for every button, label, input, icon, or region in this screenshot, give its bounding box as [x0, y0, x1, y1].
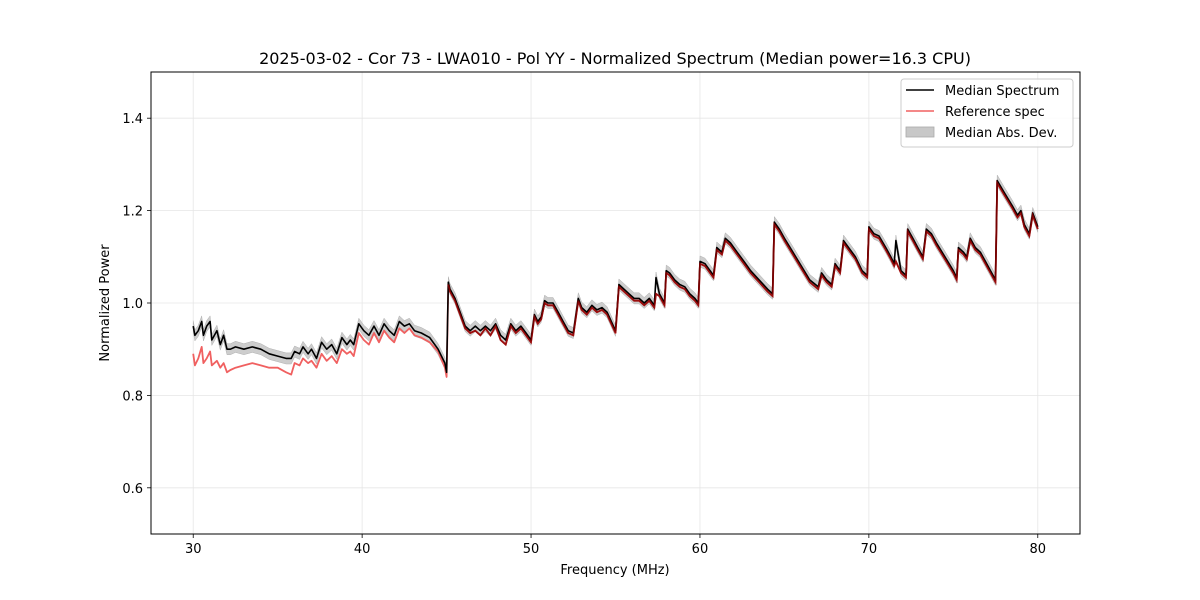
legend-label-median: Median Spectrum	[945, 84, 1059, 99]
x-axis: 30 40 50 60 70 80	[185, 534, 1046, 557]
y-tick-label: 1.0	[122, 297, 143, 312]
y-axis: 0.6 0.8 1.0 1.2 1.4	[122, 112, 151, 497]
x-tick-label: 30	[185, 542, 202, 557]
legend-box	[900, 78, 1074, 148]
plot-area	[192, 174, 1039, 378]
y-tick-label: 1.4	[122, 112, 143, 127]
legend-label-band: Median Abs. Dev.	[945, 126, 1057, 141]
x-axis-label: Frequency (MHz)	[560, 563, 669, 578]
y-tick-label: 1.2	[122, 205, 143, 220]
x-tick-label: 70	[861, 542, 878, 557]
reference-overlap-line	[447, 179, 1039, 347]
x-tick-label: 80	[1029, 542, 1046, 557]
y-tick-label: 0.8	[122, 389, 143, 404]
x-tick-label: 50	[523, 542, 540, 557]
legend-swatch-band	[905, 126, 935, 138]
x-tick-label: 60	[692, 542, 709, 557]
x-tick-label: 40	[354, 542, 371, 557]
legend-label-reference: Reference spec	[945, 105, 1045, 120]
y-axis-label: Normalized Power	[98, 244, 113, 362]
legend: Median Spectrum Reference spec Median Ab…	[900, 78, 1074, 148]
chart-title: 2025-03-02 - Cor 73 - LWA010 - Pol YY - …	[259, 49, 971, 68]
median-abs-dev-band	[192, 174, 1039, 378]
y-tick-label: 0.6	[122, 482, 143, 497]
